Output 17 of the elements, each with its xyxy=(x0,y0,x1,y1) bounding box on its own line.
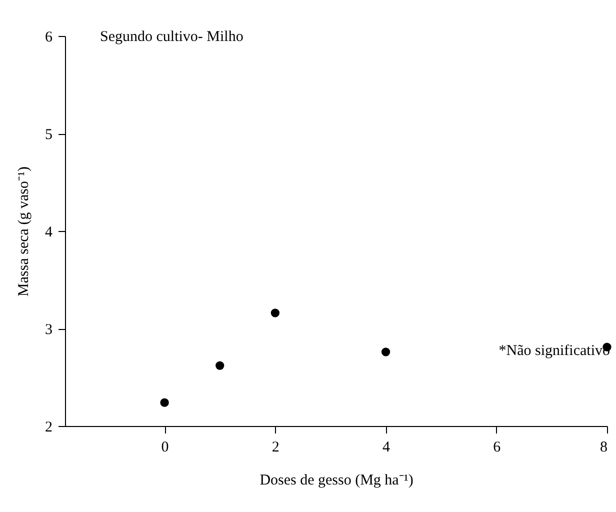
x-tick-label: 4 xyxy=(382,440,391,456)
chart-title: Segundo cultivo- Milho xyxy=(100,29,244,45)
point xyxy=(216,361,224,370)
x-tick-label: 2 xyxy=(272,440,280,456)
y-tick-label: 6 xyxy=(45,30,53,46)
point xyxy=(270,308,280,318)
y-axis-title: Massa seca (g vaso⁻¹) xyxy=(16,166,32,296)
y-tick-label: 5 xyxy=(45,127,52,143)
x-axis-title: Doses de gesso (Mg ha⁻¹) xyxy=(260,472,414,488)
point xyxy=(160,398,169,407)
y-tick-label: 2 xyxy=(45,420,52,436)
y-tick-label: 3 xyxy=(45,322,52,338)
y-tick-label: 4 xyxy=(45,224,53,240)
x-tick-label: 6 xyxy=(493,440,502,456)
point xyxy=(381,348,390,356)
x-tick-label: 8 xyxy=(600,440,608,456)
x-tick-label: 0 xyxy=(161,440,169,456)
